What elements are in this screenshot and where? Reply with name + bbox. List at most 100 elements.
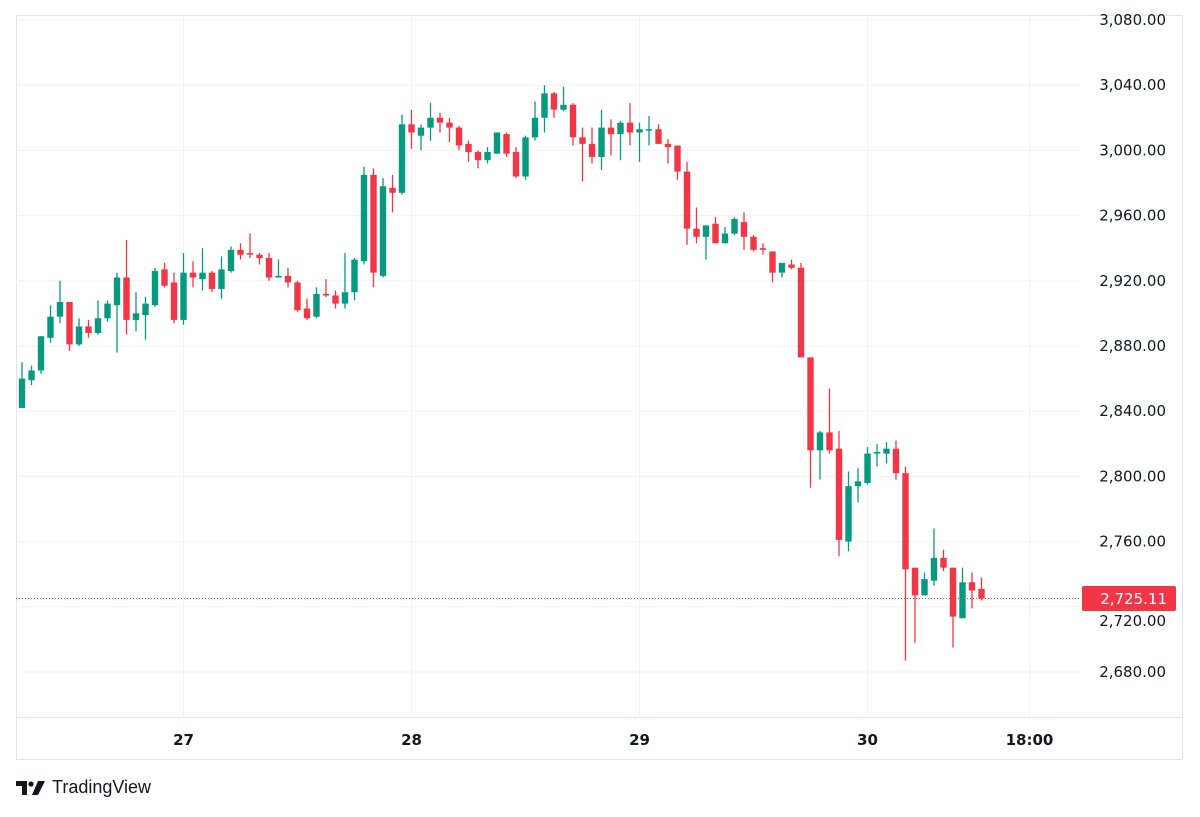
candle-body <box>845 486 852 542</box>
candle-down <box>740 212 748 250</box>
candle-body <box>569 104 577 138</box>
candle-up <box>864 447 871 485</box>
candle-up <box>180 253 187 325</box>
candle-body <box>265 257 273 278</box>
candle-down <box>892 440 900 480</box>
candle-up <box>921 572 928 596</box>
candle-body <box>408 124 415 133</box>
candle-down <box>85 319 92 338</box>
candle-body <box>949 567 957 617</box>
candle-down <box>968 572 976 609</box>
candle-down <box>569 103 577 146</box>
candle-body <box>978 588 985 599</box>
candle-body <box>721 233 729 244</box>
candle-body <box>674 145 681 172</box>
candle-up <box>360 166 368 265</box>
candle-up <box>151 267 159 307</box>
candle-body <box>360 174 368 262</box>
time-tick-label: 28 <box>401 731 422 749</box>
candle-body <box>66 301 73 345</box>
candle-down <box>474 150 482 169</box>
candle-up <box>816 430 824 480</box>
candle-down <box>389 174 396 213</box>
candle-down <box>123 240 130 335</box>
candle-down <box>607 119 615 156</box>
candle-up <box>484 147 491 164</box>
candle-down <box>303 298 311 320</box>
candle-down <box>978 577 985 601</box>
candle-body <box>379 186 387 276</box>
candle-up <box>598 109 605 170</box>
candle-down <box>769 251 776 283</box>
candle-body <box>246 253 254 255</box>
candle-up <box>493 132 501 154</box>
candle-body <box>332 295 339 304</box>
candle-body <box>807 357 814 451</box>
candle-body <box>873 451 881 454</box>
candle-body <box>683 171 691 229</box>
brand-name: TradingView <box>52 777 152 797</box>
candle-body <box>104 303 111 319</box>
candle-up <box>778 262 786 278</box>
price-tick-label: 2,720.00 <box>1099 612 1166 630</box>
candle-up <box>351 257 358 301</box>
candle-down <box>408 109 415 149</box>
candle-body <box>455 127 463 146</box>
candle-up <box>854 468 862 503</box>
last-price-badge: 2,725.11 <box>1082 585 1176 611</box>
candle-down <box>246 233 254 258</box>
candle-up <box>47 305 54 343</box>
tradingview-logo-icon <box>16 780 45 795</box>
candle-up <box>541 85 548 133</box>
tradingview-logo[interactable]: TradingView <box>16 777 151 798</box>
candle-body <box>902 473 909 570</box>
candle-body <box>484 152 491 161</box>
candle-down <box>750 235 757 252</box>
candle-body <box>731 218 738 234</box>
candle-body <box>161 269 168 286</box>
candle-up <box>560 86 567 112</box>
candle-body <box>664 143 672 148</box>
candle-body <box>816 432 824 451</box>
candle-body <box>788 264 795 268</box>
chart-frame <box>16 15 1183 760</box>
candle-down <box>161 262 168 288</box>
time-axis[interactable]: 27 28 29 30 18:00 <box>173 731 1053 749</box>
candle-up <box>379 178 387 278</box>
candle-body <box>18 378 26 408</box>
price-tick-label: 2,840.00 <box>1099 402 1166 420</box>
candle-up <box>427 103 434 141</box>
candle-down <box>902 466 909 661</box>
candle-body <box>256 254 263 258</box>
candle-body <box>237 249 244 255</box>
candle-up <box>113 272 121 353</box>
candle-body <box>693 228 700 237</box>
candle-body <box>170 282 178 320</box>
price-tick-label: 2,880.00 <box>1099 337 1166 355</box>
candle-body <box>503 134 510 154</box>
candle-body <box>56 301 64 317</box>
candle-down <box>294 280 301 312</box>
candle-down <box>940 549 947 571</box>
candle-body <box>968 582 976 591</box>
last-price-box <box>1082 585 1176 611</box>
candle-body <box>550 93 558 110</box>
candle-body <box>531 117 539 138</box>
candle-down <box>797 262 805 358</box>
price-axis[interactable]: 2,680.00 2,720.00 2,760.00 2,800.00 2,840.00… <box>1099 11 1166 681</box>
candle-body <box>617 122 624 135</box>
candle-body <box>702 225 710 237</box>
candle-down <box>949 567 957 648</box>
candle-up <box>218 256 225 299</box>
candle-down <box>835 430 843 557</box>
candle-up <box>142 297 149 340</box>
price-tick-label: 2,680.00 <box>1099 663 1166 681</box>
candle-up <box>417 124 425 151</box>
candle-body <box>303 308 311 319</box>
candle-body <box>759 248 767 250</box>
candle-up <box>721 227 729 244</box>
candle-body <box>826 432 833 451</box>
candle-up <box>531 101 539 141</box>
candle-body <box>37 336 45 371</box>
